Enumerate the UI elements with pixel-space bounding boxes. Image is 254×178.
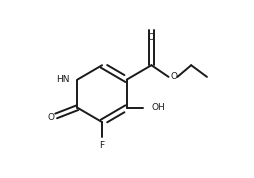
Text: O: O xyxy=(170,72,178,81)
Text: O: O xyxy=(48,113,55,122)
Text: OH: OH xyxy=(151,103,165,112)
Text: O: O xyxy=(148,33,155,42)
Text: F: F xyxy=(100,141,105,150)
Text: HN: HN xyxy=(56,75,70,84)
